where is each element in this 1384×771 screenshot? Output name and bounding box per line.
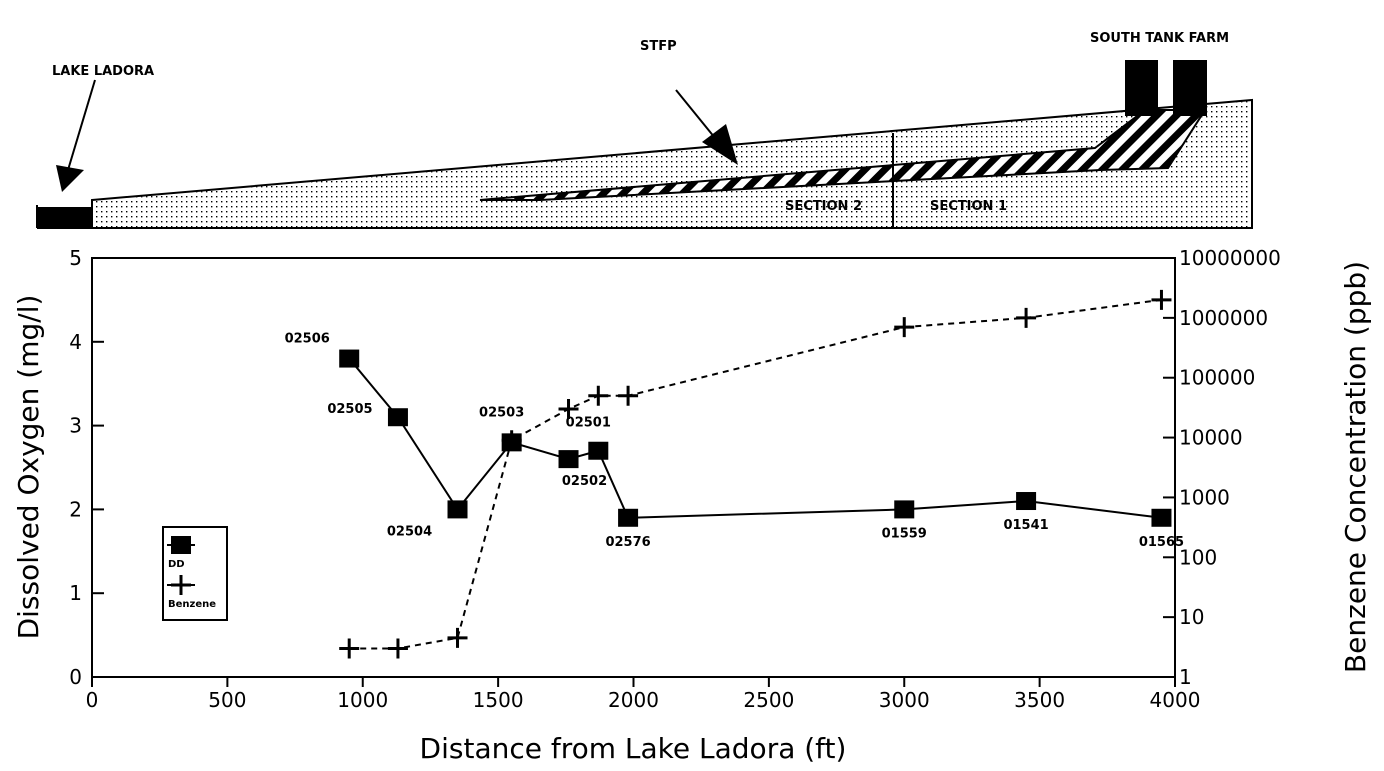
y-tick-label: 1 [69,581,82,605]
x-tick-label: 1500 [473,688,524,712]
x-tick-label: 1000 [337,688,388,712]
data-point [558,399,579,420]
site-diagram: LAKE LADORA STFP SOUTH TANK FARM SECTION… [36,31,1253,229]
legend-label: DD [168,559,185,570]
data-point [618,385,639,406]
tank [1173,60,1207,116]
point-label: 02501 [566,416,611,431]
point-label: 01565 [1139,535,1184,550]
legend-marker [171,536,191,554]
y-axis-title: Dissolved Oxygen (mg/l) [12,295,45,640]
arrow [67,79,96,171]
y2-tick-label: 10000000 [1179,246,1281,270]
data-point [588,385,609,406]
data-point [588,441,609,460]
y2-tick-label: 100 [1179,545,1217,569]
data-point [558,450,579,469]
data-point [501,430,522,451]
lake [37,207,92,228]
legend-label: Benzene [168,599,216,610]
x-tick-label: 4000 [1150,688,1201,712]
point-label: 02505 [327,402,372,417]
data-point [1151,289,1172,310]
x-axis-title: Distance from Lake Ladora (ft) [420,732,847,765]
arrow [675,89,716,139]
y2-tick-label: 100000 [1179,366,1255,390]
data-point [339,349,360,368]
y-tick-label: 2 [69,497,82,521]
point-label: 02503 [479,405,524,420]
diagram-label: SECTION 2 [785,199,862,214]
point-label: 02576 [605,535,650,550]
y-tick-label: 0 [69,665,82,689]
plume [479,109,1207,201]
point-label: 01559 [882,526,927,541]
data-point [387,408,408,427]
y2-tick-label: 10000 [1179,426,1243,450]
data-point [894,317,915,338]
y2-tick-label: 10 [1179,605,1204,629]
y2-tick-label: 1000000 [1179,306,1268,330]
y-tick-label: 5 [69,246,82,270]
y-tick-label: 3 [69,414,82,438]
point-label: 02504 [387,524,432,539]
data-point [1016,307,1037,328]
data-point [618,508,639,527]
data-point [447,627,468,648]
data-point [1016,492,1037,511]
data-point [894,500,915,519]
x-tick-label: 2500 [743,688,794,712]
series-line [349,298,1162,650]
legend-marker [171,575,191,595]
y2-tick-label: 1 [1179,665,1192,689]
point-label: 01541 [1003,518,1048,533]
y-tick-label: 4 [69,330,82,354]
diagram-label: SECTION 1 [930,199,1007,214]
diagram-label: LAKE LADORA [52,64,154,79]
point-label: 02502 [562,474,607,489]
series-line [348,357,1162,519]
plot-frame [91,257,1176,678]
diagram-label: SOUTH TANK FARM [1090,31,1229,46]
arrowhead [702,124,738,165]
data-point [1151,508,1172,527]
arrowhead [56,165,84,192]
x-tick-label: 0 [86,688,99,712]
diagram-label: STFP [640,39,677,54]
y2-tick-label: 1000 [1179,485,1230,509]
data-point [387,638,408,659]
x-tick-label: 3000 [879,688,930,712]
point-label: 02506 [285,332,330,347]
data-point [447,500,468,519]
x-tick-label: 2000 [608,688,659,712]
x-tick-label: 500 [208,688,246,712]
x-tick-label: 3500 [1014,688,1065,712]
tank [1125,60,1158,116]
data-point [339,638,360,659]
y2-axis-title: Benzene Concentration (ppb) [1339,261,1372,673]
